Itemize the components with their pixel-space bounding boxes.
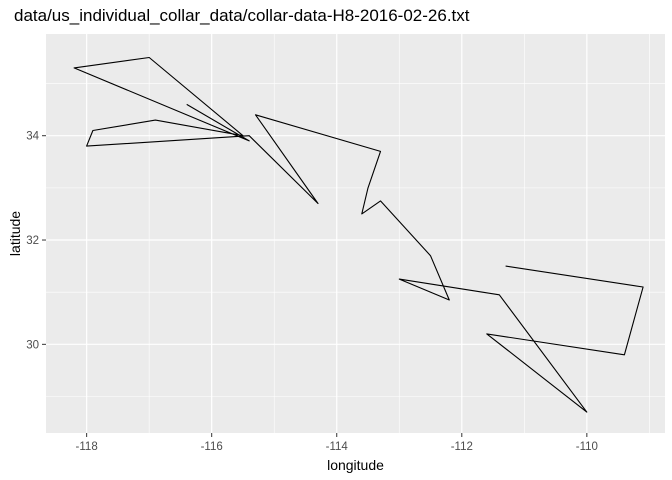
y-axis-title: latitude (7, 211, 23, 256)
x-axis: -118 -116 -114 -112 -110 (76, 433, 598, 453)
y-axis: 30 32 34 (26, 131, 46, 351)
y-tick-label: 32 (26, 235, 39, 247)
x-tick-label: -112 (451, 441, 473, 453)
y-tick-label: 34 (26, 131, 39, 143)
x-tick-label: -116 (201, 441, 223, 453)
plot-panel (46, 34, 665, 433)
chart-title: data/us_individual_collar_data/collar-da… (14, 6, 470, 25)
minor-gridlines (46, 34, 665, 433)
x-tick-label: -110 (576, 441, 598, 453)
major-gridlines (46, 34, 665, 433)
collar-track-line (73, 56, 644, 413)
x-tick-label: -114 (326, 441, 349, 453)
y-tick-label: 30 (26, 339, 39, 351)
x-axis-title: longitude (327, 457, 384, 473)
series-layer (73, 56, 644, 413)
x-tick-label: -118 (76, 441, 98, 453)
